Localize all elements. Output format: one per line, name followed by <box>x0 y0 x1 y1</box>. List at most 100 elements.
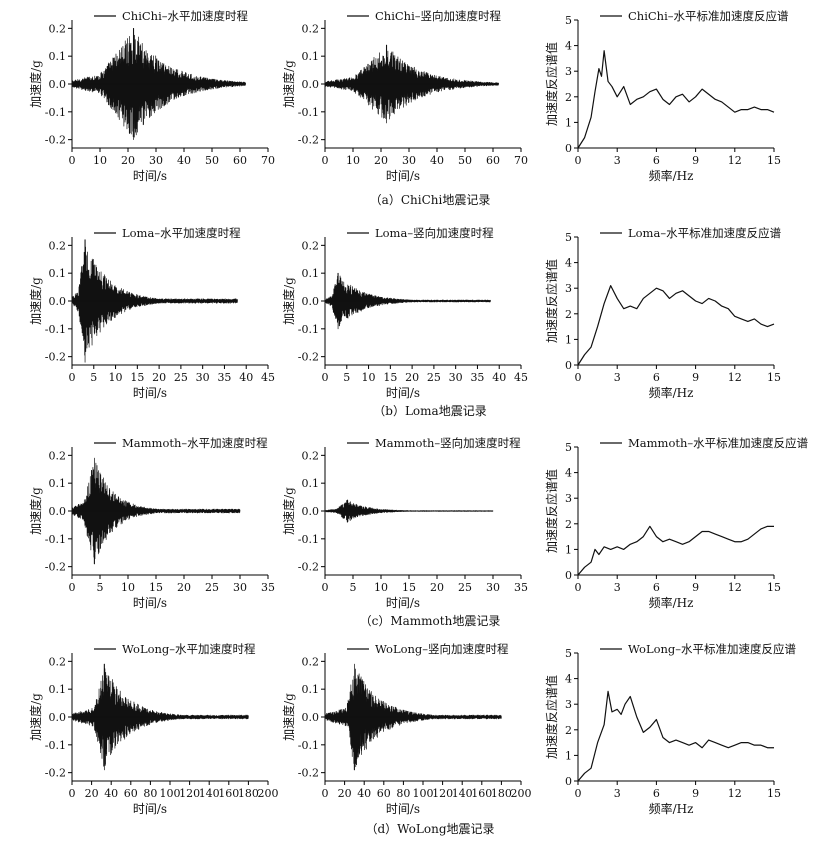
x-tick-label: 0 <box>575 154 582 167</box>
x-tick-label: 40 <box>357 787 371 800</box>
x-tick-label: 3 <box>614 154 621 167</box>
x-tick-label: 6 <box>653 371 660 384</box>
legend-label: Mammoth–水平加速度时程 <box>122 436 268 450</box>
x-axis-title: 频率/Hz <box>649 385 694 400</box>
y-tick-label: 0.2 <box>49 22 67 35</box>
x-tick-label: 100 <box>160 787 181 800</box>
x-tick-label: 70 <box>514 154 528 167</box>
y-tick-label: -0.1 <box>45 106 66 119</box>
chart-panel: 0 10 20 30 40 50 60 70 -0.2 -0.1 0.0 0.1 0.2 时间/s 加速度/… <box>28 9 275 183</box>
x-tick-label: 40 <box>430 154 444 167</box>
y-tick-label: 0.0 <box>49 78 67 91</box>
x-tick-label: 35 <box>514 581 528 594</box>
y-tick-label: 0.0 <box>49 295 67 308</box>
y-tick-label: 5 <box>565 647 572 660</box>
x-tick-label: 60 <box>377 787 391 800</box>
y-tick-label: -0.2 <box>298 351 319 364</box>
x-tick-label: 0 <box>322 581 329 594</box>
x-tick-label: 5 <box>97 581 104 594</box>
y-tick-label: -0.2 <box>298 561 319 574</box>
y-tick-label: 0.1 <box>302 50 320 63</box>
legend-label: Mammoth–竖向加速度时程 <box>375 436 521 450</box>
x-tick-label: 30 <box>449 371 463 384</box>
y-tick-label: 5 <box>565 441 572 454</box>
x-tick-label: 140 <box>199 787 220 800</box>
y-tick-label: 0.0 <box>302 78 320 91</box>
x-tick-label: 200 <box>511 787 532 800</box>
x-tick-label: 160 <box>471 787 492 800</box>
chart-panel: 0 5 10 15 20 25 30 35 40 45 -0.2 -0.1 0.0 0.1 0.2 时间/s 加… <box>281 226 528 400</box>
x-tick-label: 50 <box>458 154 472 167</box>
x-tick-label: 20 <box>177 581 191 594</box>
y-tick-label: 0.0 <box>302 505 320 518</box>
x-axis-title: 时间/s <box>133 596 167 610</box>
x-axis-title: 频率/Hz <box>649 801 694 816</box>
y-tick-label: 3 <box>565 282 572 295</box>
spectrum-line <box>577 690 774 782</box>
acceleration-trace <box>71 28 246 140</box>
x-tick-label: 3 <box>614 581 621 594</box>
x-tick-label: 160 <box>218 787 239 800</box>
x-tick-label: 0 <box>69 581 76 594</box>
y-tick-label: 0 <box>565 775 572 788</box>
y-tick-label: 0.1 <box>49 50 67 63</box>
x-tick-label: 9 <box>692 371 699 384</box>
x-tick-label: 5 <box>90 371 97 384</box>
caption-c: （c）Mammoth地震记录 <box>360 614 501 628</box>
x-tick-label: 3 <box>614 371 621 384</box>
y-tick-label: -0.1 <box>298 533 319 546</box>
y-tick-label: 0.2 <box>302 655 320 668</box>
charts-grid: 0 10 20 30 40 50 60 70-0.2-0.10.00.10.2时间/s加速度/… <box>28 9 809 816</box>
x-tick-label: 10 <box>362 371 376 384</box>
x-tick-label: 5 <box>350 581 357 594</box>
x-tick-label: 180 <box>491 787 512 800</box>
y-axis-title: 加速度反应谱值 <box>544 259 559 343</box>
y-tick-label: 0 <box>565 359 572 372</box>
x-axis-title: 时间/s <box>386 169 420 183</box>
x-tick-label: 25 <box>458 581 472 594</box>
x-tick-label: 70 <box>261 154 275 167</box>
x-tick-label: 0 <box>575 581 582 594</box>
x-tick-label: 15 <box>402 581 416 594</box>
legend-label: WoLong–水平标准加速度反应谱 <box>628 642 797 656</box>
y-tick-label: 0.0 <box>302 295 320 308</box>
x-axis-title: 时间/s <box>133 169 167 183</box>
x-tick-label: 35 <box>261 581 275 594</box>
y-tick-label: -0.1 <box>45 533 66 546</box>
x-tick-label: 20 <box>338 787 352 800</box>
x-tick-label: 120 <box>432 787 453 800</box>
x-tick-label: 15 <box>149 581 163 594</box>
x-tick-label: 25 <box>174 371 188 384</box>
x-tick-label: 0 <box>575 371 582 384</box>
y-axis-title: 加速度/g <box>28 487 43 535</box>
x-tick-label: 30 <box>233 581 247 594</box>
y-tick-label: 0 <box>565 142 572 155</box>
y-tick-label: 2 <box>565 724 572 737</box>
y-tick-label: -0.1 <box>298 106 319 119</box>
y-tick-label: -0.2 <box>298 134 319 147</box>
caption-a: （a）ChiChi地震记录 <box>370 193 491 207</box>
x-tick-label: 60 <box>233 154 247 167</box>
x-tick-label: 12 <box>728 371 742 384</box>
x-tick-label: 20 <box>374 154 388 167</box>
y-tick-label: -0.2 <box>298 767 319 780</box>
y-tick-label: 0.1 <box>302 267 320 280</box>
x-tick-label: 30 <box>402 154 416 167</box>
x-tick-label: 80 <box>143 787 157 800</box>
y-tick-label: 5 <box>565 14 572 27</box>
y-axis-title: 加速度/g <box>281 60 296 108</box>
x-tick-label: 12 <box>728 581 742 594</box>
spectrum-line <box>577 50 775 149</box>
x-tick-label: 0 <box>322 787 329 800</box>
y-tick-label: 3 <box>565 65 572 78</box>
x-tick-label: 40 <box>239 371 253 384</box>
y-tick-label: 0.2 <box>302 239 320 252</box>
x-tick-label: 0 <box>575 787 582 800</box>
x-tick-label: 20 <box>121 154 135 167</box>
x-tick-label: 120 <box>179 787 200 800</box>
x-tick-label: 45 <box>514 371 528 384</box>
x-tick-label: 15 <box>767 371 781 384</box>
y-tick-label: 0.0 <box>49 505 67 518</box>
x-tick-label: 10 <box>121 581 135 594</box>
